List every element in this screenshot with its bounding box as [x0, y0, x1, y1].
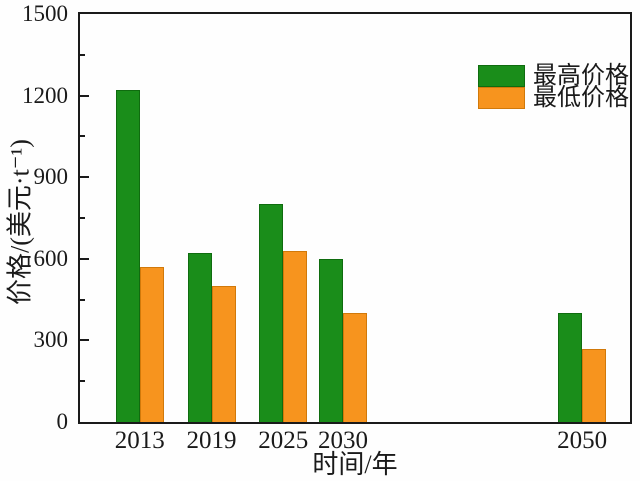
legend: 最高价格 最低价格	[478, 63, 629, 111]
bar-min-2030	[343, 313, 368, 422]
y-major-tick	[80, 176, 89, 179]
x-tick-label: 2050	[557, 427, 608, 454]
legend-item-max-price: 最高价格	[478, 63, 629, 89]
y-tick-label: 600	[33, 245, 69, 271]
y-tick-label: 1500	[22, 1, 68, 26]
y-major-tick	[80, 257, 89, 260]
y-tick-label: 1200	[22, 82, 68, 108]
bar-max-2013	[115, 90, 140, 422]
bar-max-2019	[187, 253, 212, 422]
bar-max-2030	[319, 258, 344, 422]
y-major-tick	[80, 94, 89, 97]
bar-max-2025	[259, 204, 284, 422]
bar-min-2050	[582, 348, 607, 422]
y-minor-tick	[80, 380, 85, 383]
y-minor-tick	[80, 217, 85, 219]
legend-swatch-min-price	[478, 87, 525, 109]
y-tick-label: 300	[33, 327, 69, 353]
plot-area: 最高价格 最低价格	[78, 12, 632, 424]
bar-min-2013	[139, 266, 164, 422]
x-tick-label: 2019	[186, 427, 237, 454]
legend-label-min-price: 最低价格	[533, 85, 629, 111]
x-tick-label: 2013	[114, 427, 165, 454]
y-major-tick	[80, 339, 89, 342]
bar-min-2019	[211, 286, 236, 422]
y-minor-tick	[80, 135, 85, 138]
bar-max-2050	[558, 313, 583, 422]
x-tick-label: 2025	[258, 427, 309, 454]
bar-min-2025	[283, 250, 308, 422]
legend-label-max-price: 最高价格	[533, 63, 629, 89]
x-axis-title: 时间/年	[312, 450, 398, 479]
x-tick-label: 2030	[318, 427, 369, 454]
y-minor-tick	[80, 298, 85, 301]
legend-swatch-max-price	[478, 65, 525, 87]
legend-item-min-price: 最低价格	[478, 85, 629, 111]
y-tick-label: 0	[56, 409, 69, 434]
y-tick-label: 900	[33, 164, 69, 190]
y-minor-tick	[80, 53, 85, 56]
